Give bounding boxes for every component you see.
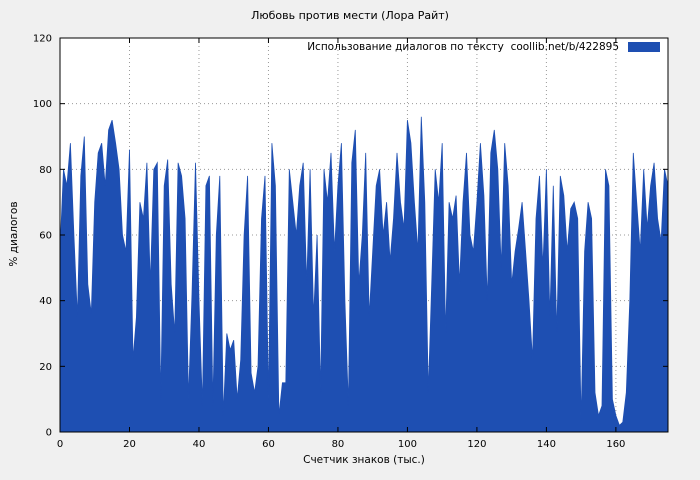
y-tick-label: 0 xyxy=(46,428,52,439)
y-axis-label: % диалогов xyxy=(8,201,20,267)
x-tick-label: 20 xyxy=(123,439,136,450)
x-tick-label: 160 xyxy=(606,439,625,450)
x-tick-label: 40 xyxy=(193,439,206,450)
area-series xyxy=(59,116,669,433)
y-tick-label: 40 xyxy=(39,296,52,307)
x-tick-label: 100 xyxy=(398,439,417,450)
x-tick-label: 60 xyxy=(262,439,275,450)
legend: Использование диалогов по тексту coollib… xyxy=(307,41,660,53)
legend-swatch-icon xyxy=(628,42,660,52)
legend-label: Использование диалогов по тексту coollib… xyxy=(307,41,619,53)
x-tick-label: 80 xyxy=(332,439,345,450)
x-tick-label: 0 xyxy=(57,439,63,450)
x-tick-label: 120 xyxy=(467,439,486,450)
x-axis-label: Счетчик знаков (тыс.) xyxy=(303,454,425,466)
chart-title: Любовь против мести (Лора Райт) xyxy=(251,9,449,22)
y-tick-label: 80 xyxy=(39,165,52,176)
y-tick-label: 120 xyxy=(33,34,52,45)
y-tick-label: 60 xyxy=(39,231,52,242)
x-tick-label: 140 xyxy=(537,439,556,450)
y-tick-label: 20 xyxy=(39,362,52,373)
y-tick-label: 100 xyxy=(33,99,52,110)
